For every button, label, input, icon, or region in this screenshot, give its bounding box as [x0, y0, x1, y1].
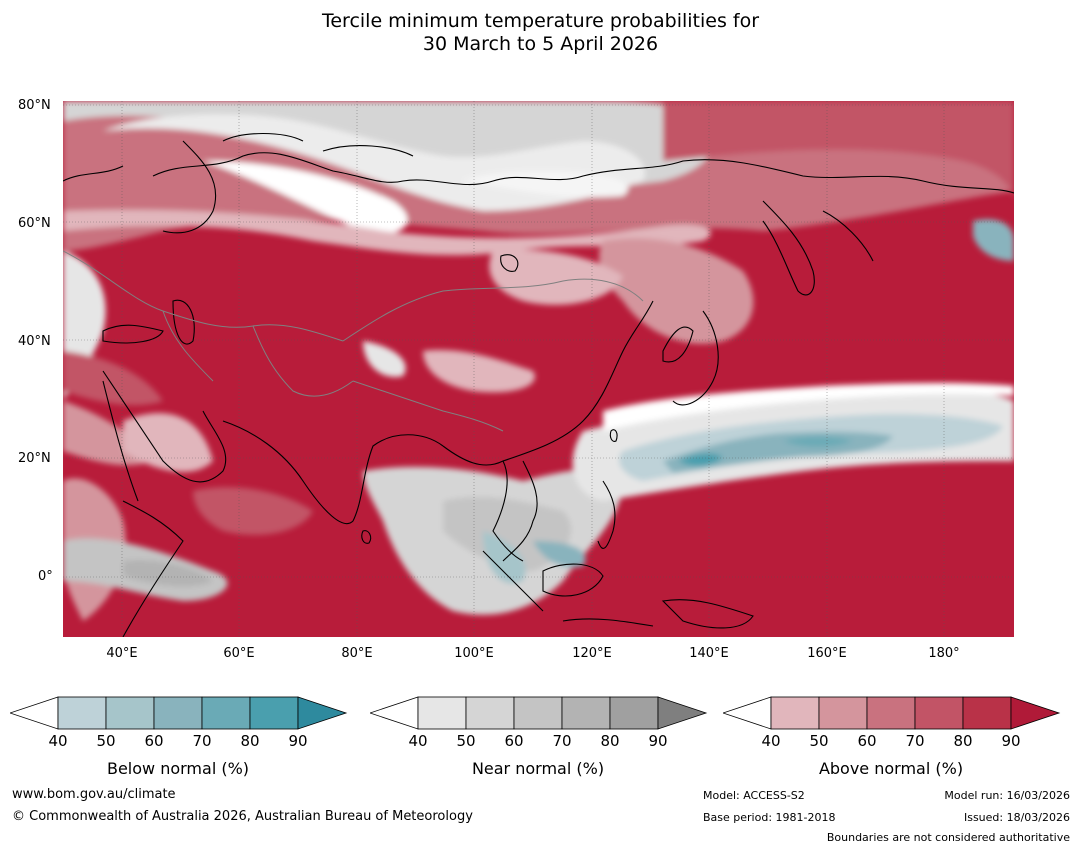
colorbar-segment — [249, 696, 299, 730]
colorbar-tick-label: 80 — [600, 732, 620, 750]
colorbar-tick-label: 90 — [648, 732, 668, 750]
colorbar-tick-label: 40 — [761, 732, 781, 750]
colorbar-segment — [770, 696, 820, 730]
colorbar-segment — [153, 696, 203, 730]
lon-label-180: 180° — [928, 646, 960, 661]
lon-label-120e: 120°E — [572, 646, 612, 661]
probability-map — [63, 101, 1014, 637]
footer-disclaimer: Boundaries are not considered authoritat… — [826, 831, 1070, 844]
probability-field — [63, 101, 1014, 621]
colorbar-tick-label: 70 — [905, 732, 925, 750]
footer-model-run: Model run: 16/03/2026 — [944, 789, 1070, 802]
colorbar-tick-label: 60 — [504, 732, 524, 750]
colorbar-segment — [914, 696, 964, 730]
colorbar-segment — [866, 696, 916, 730]
colorbar-segment — [465, 696, 515, 730]
colorbar-arrow-right — [657, 696, 708, 730]
colorbar-tick-label: 60 — [857, 732, 877, 750]
colorbar-tick-label: 80 — [953, 732, 973, 750]
colorbar-tick-label: 40 — [408, 732, 428, 750]
lon-label-80e: 80°E — [341, 646, 373, 661]
colorbar-segments — [370, 696, 708, 730]
colorbar-tick-label: 90 — [1001, 732, 1021, 750]
footer-issued: Issued: 18/03/2026 — [963, 811, 1070, 824]
colorbar-segment — [609, 696, 659, 730]
map-title: Tercile minimum temperature probabilitie… — [0, 10, 1081, 56]
lon-label-160e: 160°E — [807, 646, 847, 661]
colorbar-segments — [723, 696, 1061, 730]
footer-model: Model: ACCESS-S2 — [703, 789, 805, 802]
lat-label-40n: 40°N — [18, 334, 51, 349]
colorbar-tick-label: 50 — [456, 732, 476, 750]
lon-label-140e: 140°E — [689, 646, 729, 661]
colorbar-tick-label: 70 — [552, 732, 572, 750]
colorbar-segment — [561, 696, 611, 730]
colorbar-below-label: Below normal (%) — [106, 759, 250, 778]
colorbar-tick-label: 80 — [240, 732, 260, 750]
footer-copyright: © Commonwealth of Australia 2026, Austra… — [12, 809, 473, 824]
lat-label-60n: 60°N — [18, 216, 51, 231]
colorbar-segment — [962, 696, 1012, 730]
colorbar-above-normal — [723, 696, 1061, 730]
coastlines — [63, 132, 1014, 637]
colorbar-tick-label: 40 — [48, 732, 68, 750]
colorbar-tick-label: 70 — [192, 732, 212, 750]
lon-label-60e: 60°E — [223, 646, 255, 661]
colorbar-tick-label: 50 — [809, 732, 829, 750]
colorbar-tick-label: 90 — [288, 732, 308, 750]
footer-website: www.bom.gov.au/climate — [12, 787, 176, 802]
colorbar-near-normal — [370, 696, 708, 730]
colorbar-near-label: Near normal (%) — [471, 759, 605, 778]
colorbar-above-label: Above normal (%) — [818, 759, 964, 778]
lat-label-0: 0° — [38, 569, 53, 584]
colorbar-segment — [818, 696, 868, 730]
lat-label-80n: 80°N — [18, 98, 51, 113]
colorbar-arrow-right — [297, 696, 348, 730]
colorbar-arrow-left — [370, 696, 419, 730]
colorbar-arrow-left — [10, 696, 59, 730]
lon-label-40e: 40°E — [106, 646, 138, 661]
colorbar-segment — [513, 696, 563, 730]
colorbar-segment — [105, 696, 155, 730]
lat-label-20n: 20°N — [18, 451, 51, 466]
colorbar-segment — [57, 696, 107, 730]
lon-label-100e: 100°E — [454, 646, 494, 661]
colorbar-tick-label: 60 — [144, 732, 164, 750]
footer-base-period: Base period: 1981-2018 — [703, 811, 836, 824]
graticule — [63, 101, 1014, 637]
colorbar-arrow-left — [723, 696, 772, 730]
colorbar-segments — [10, 696, 348, 730]
country-borders — [63, 250, 644, 432]
colorbar-below-normal — [10, 696, 348, 730]
colorbar-segment — [201, 696, 251, 730]
title-line-2: 30 March to 5 April 2026 — [422, 33, 659, 55]
colorbar-arrow-right — [1010, 696, 1061, 730]
colorbar-tick-label: 50 — [96, 732, 116, 750]
colorbar-segment — [417, 696, 467, 730]
title-line-1: Tercile minimum temperature probabilitie… — [321, 10, 760, 32]
